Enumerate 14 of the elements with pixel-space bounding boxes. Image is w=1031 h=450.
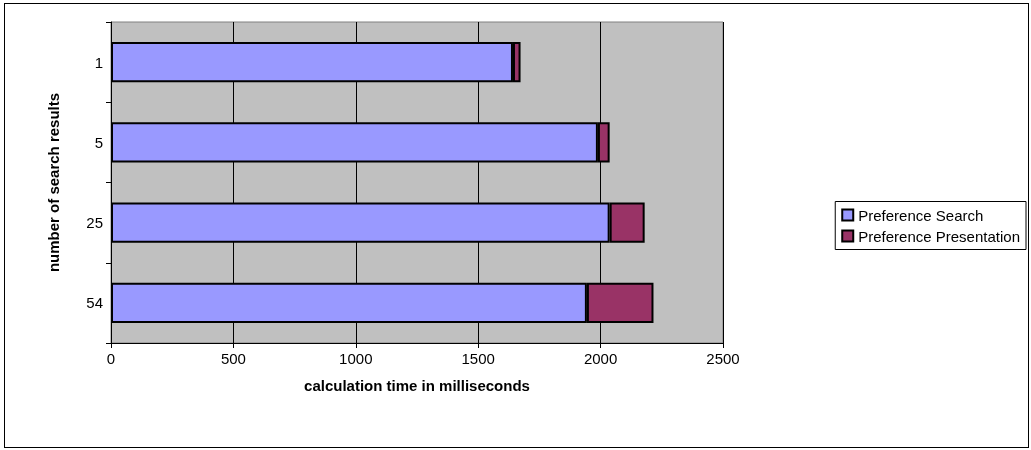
x-tick-label: 0 bbox=[106, 350, 116, 367]
x-tick-label: 500 bbox=[220, 350, 246, 367]
legend-label: Preference Presentation bbox=[858, 227, 1020, 245]
x-tick-label: 1000 bbox=[339, 350, 373, 367]
x-axis-title: calculation time in milliseconds bbox=[304, 377, 530, 394]
x-tick-label: 1500 bbox=[461, 350, 495, 367]
x-tick-label: 2500 bbox=[706, 350, 740, 367]
y-tick-label: 25 bbox=[86, 214, 103, 232]
y-axis-title: number of search results bbox=[45, 92, 62, 273]
legend-label: Preference Search bbox=[858, 206, 984, 224]
y-tick-label: 1 bbox=[94, 53, 103, 71]
x-tick-label: 2000 bbox=[583, 350, 618, 367]
y-tick-label: 54 bbox=[86, 294, 103, 312]
y-tick-label: 5 bbox=[94, 133, 103, 151]
